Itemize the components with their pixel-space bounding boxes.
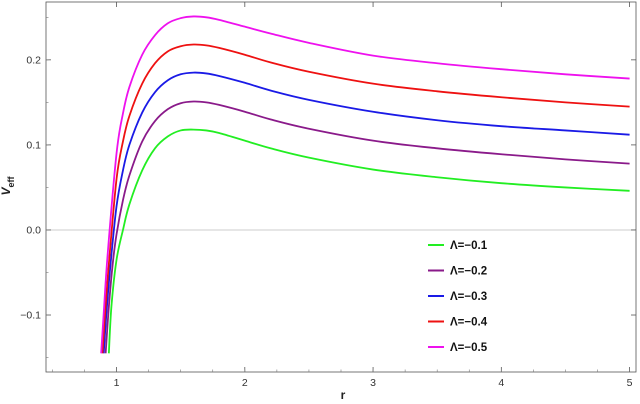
legend: Λ=−0.1 Λ=−0.2 Λ=−0.3 Λ=−0.4 Λ=−0.5 bbox=[428, 240, 488, 354]
series-line-5 bbox=[100, 15, 630, 354]
series-line-4 bbox=[101, 43, 630, 354]
y-tick-label: 0.0 bbox=[26, 224, 41, 236]
x-tick-label: 4 bbox=[498, 377, 504, 389]
series-line-3 bbox=[102, 71, 630, 354]
series-line-1 bbox=[107, 128, 630, 354]
x-axis-ticks: 1 2 3 4 5 bbox=[52, 2, 633, 389]
x-tick-label: 1 bbox=[114, 377, 120, 389]
legend-label: Λ=−0.5 bbox=[450, 342, 488, 354]
x-axis-label: r bbox=[341, 388, 346, 402]
x-tick-label: 2 bbox=[242, 377, 248, 389]
y-tick-label: −0.1 bbox=[20, 310, 41, 322]
x-tick-label: 5 bbox=[627, 377, 633, 389]
series-line-2 bbox=[104, 100, 630, 354]
y-axis-ticks: −0.1 0.0 0.1 0.2 bbox=[20, 17, 636, 358]
legend-label: Λ=−0.4 bbox=[450, 317, 488, 329]
y-axis-label: Veff bbox=[0, 175, 16, 195]
x-tick-label: 3 bbox=[370, 377, 376, 389]
legend-label: Λ=−0.1 bbox=[450, 240, 488, 252]
legend-label: Λ=−0.3 bbox=[450, 291, 487, 303]
legend-label: Λ=−0.2 bbox=[450, 266, 487, 278]
y-tick-label: 0.1 bbox=[26, 139, 41, 151]
series-layer bbox=[100, 15, 630, 354]
y-tick-label: 0.2 bbox=[26, 54, 41, 66]
